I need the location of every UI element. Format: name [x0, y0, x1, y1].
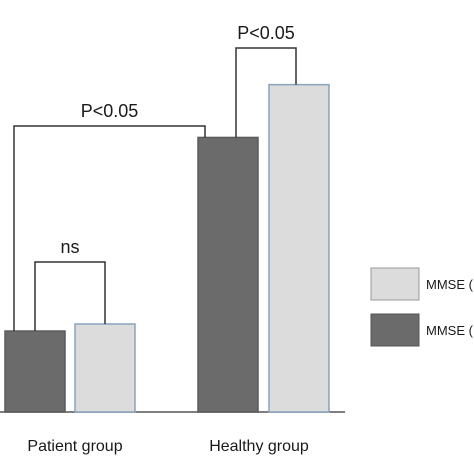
bracket-between-groups-line	[13, 125, 206, 332]
bracket-healthy-label: P<0.05	[237, 23, 295, 43]
legend-swatch-light	[370, 267, 420, 301]
bar-healthy-group-light	[268, 83, 330, 413]
significance-brackets: ns P<0.05 P<0.05	[13, 23, 297, 332]
bar-healthy-group-dark	[197, 136, 259, 413]
bracket-healthy-line	[235, 47, 297, 138]
legend-label-dark: MMSE (	[426, 323, 474, 338]
bars-group	[4, 83, 330, 413]
bracket-between-groups-label: P<0.05	[81, 101, 139, 121]
bar-patient-group-dark	[4, 330, 66, 413]
x-tick-label-patient-group: Patient group	[27, 438, 122, 455]
legend-swatch-dark	[370, 313, 420, 347]
bracket-ns-label: ns	[60, 237, 79, 257]
bracket-ns-line	[34, 261, 106, 332]
legend-label-light: MMSE (	[426, 277, 474, 292]
legend: MMSE ( MMSE (	[370, 267, 474, 347]
bar-patient-group-light	[74, 323, 136, 413]
x-tick-label-healthy-group: Healthy group	[209, 438, 309, 455]
